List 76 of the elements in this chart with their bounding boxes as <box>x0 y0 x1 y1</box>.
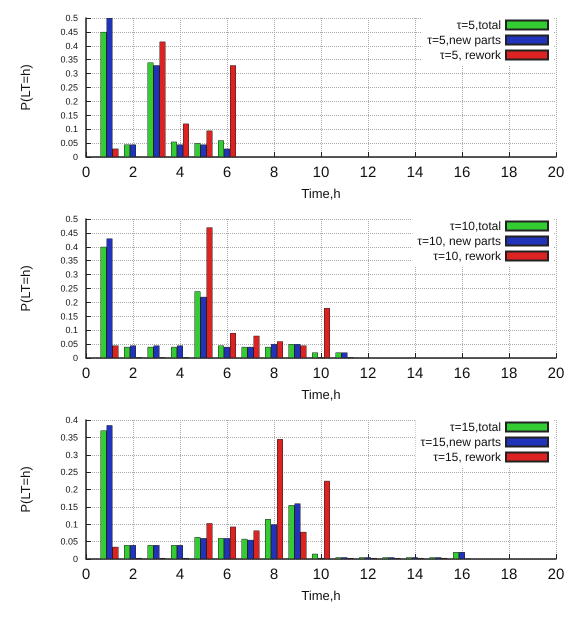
x-tick-label: 10 <box>312 566 330 583</box>
y-tick-label: 0.1 <box>65 124 78 134</box>
y-tick-label: 0.05 <box>60 536 78 547</box>
x-tick-label: 16 <box>454 566 470 583</box>
x-tick-label: 18 <box>500 566 518 583</box>
legend-label: τ=10, new parts <box>417 234 501 248</box>
y-tick-label: 0.25 <box>60 82 78 92</box>
x-tick-label: 8 <box>270 164 278 181</box>
legend-label: τ=15,total <box>450 420 501 434</box>
x-tick-label: 14 <box>406 566 424 583</box>
y-tick-label: 0.1 <box>65 325 78 336</box>
y-tick-label: 0.3 <box>65 270 78 280</box>
x-tick-label: 20 <box>548 164 564 181</box>
y-tick-label: 0.05 <box>60 339 78 350</box>
x-tick-label: 4 <box>176 365 184 382</box>
y-tick-label: 0 <box>72 353 78 363</box>
y-tick-label: 0.4 <box>65 415 78 425</box>
x-tick-label: 8 <box>270 365 278 382</box>
y-tick-label: 0.45 <box>60 26 78 37</box>
y-tick-label: 0.2 <box>65 96 78 106</box>
x-tick-label: 6 <box>222 566 232 583</box>
y-axis-title: P(LT=h) <box>18 64 33 111</box>
x-tick-label: 12 <box>360 164 376 181</box>
x-tick-label: 4 <box>176 164 184 181</box>
x-tick-label: 20 <box>548 365 564 382</box>
x-axis-title: Time,h <box>301 387 341 402</box>
x-tick-label: 14 <box>406 164 424 181</box>
y-tick-label: 0.1 <box>65 519 78 530</box>
x-tick-label: 16 <box>454 164 470 181</box>
x-tick-label: 2 <box>128 566 138 583</box>
x-tick-label: 4 <box>176 566 184 583</box>
x-tick-label: 18 <box>500 164 518 181</box>
legend-label: τ=10, rework <box>433 249 502 263</box>
y-tick-label: 0.35 <box>60 432 78 442</box>
legend-label: τ=15, rework <box>433 450 502 464</box>
y-tick-label: 0.15 <box>60 311 78 322</box>
y-tick-label: 0.15 <box>60 502 78 512</box>
legend-label: τ=10,total <box>450 219 501 233</box>
x-tick-label: 12 <box>360 365 376 382</box>
x-axis-title: Time,h <box>301 186 341 201</box>
x-tick-label: 12 <box>360 566 376 583</box>
y-tick-label: 0 <box>72 152 78 162</box>
x-tick-label: 10 <box>312 164 330 181</box>
y-tick-label: 0.45 <box>60 228 78 238</box>
y-tick-label: 0.5 <box>65 214 78 224</box>
y-tick-label: 0.15 <box>60 110 78 120</box>
y-tick-label: 0.35 <box>60 256 78 266</box>
y-tick-label: 0.2 <box>65 297 78 308</box>
y-tick-label: 0.2 <box>65 484 78 494</box>
x-tick-label: 18 <box>500 365 518 382</box>
x-axis-title: Time,h <box>301 588 341 603</box>
x-tick-label: 2 <box>128 365 138 382</box>
x-tick-label: 6 <box>222 365 232 382</box>
y-axis-title: P(LT=h) <box>18 466 33 513</box>
legend-label: τ=5, rework <box>440 48 502 62</box>
x-tick-label: 20 <box>548 566 564 583</box>
y-tick-label: 0.4 <box>65 40 78 51</box>
legend-label: τ=15,new parts <box>420 435 501 449</box>
x-tick-label: 8 <box>270 566 278 583</box>
y-tick-label: 0 <box>72 554 78 564</box>
y-tick-label: 0.35 <box>60 54 78 65</box>
y-tick-label: 0.05 <box>60 138 78 148</box>
y-tick-label: 0.3 <box>65 450 78 460</box>
x-tick-label: 16 <box>454 365 470 382</box>
y-tick-label: 0.3 <box>65 68 78 79</box>
y-tick-label: 0.25 <box>60 467 78 478</box>
y-tick-label: 0.4 <box>65 242 78 252</box>
y-tick-label: 0.25 <box>60 284 78 294</box>
y-axis-title: P(LT=h) <box>18 265 33 312</box>
x-tick-label: 14 <box>406 365 424 382</box>
legend-label: τ=5,total <box>456 18 501 32</box>
legend-label: τ=5,new parts <box>427 33 501 47</box>
x-tick-label: 2 <box>128 164 138 181</box>
y-tick-label: 0.5 <box>65 13 78 23</box>
x-tick-label: 10 <box>312 365 330 382</box>
x-tick-label: 6 <box>222 164 232 181</box>
